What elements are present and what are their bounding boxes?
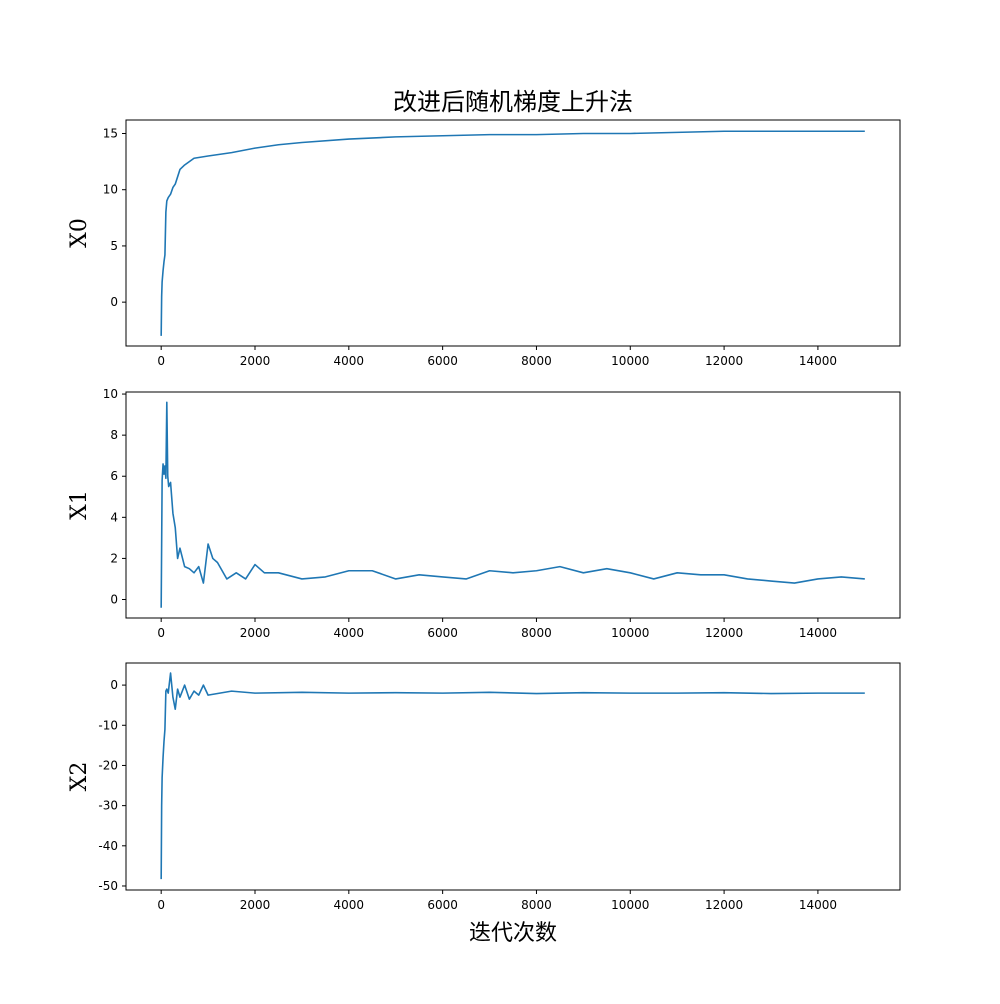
x-tick-label: 8000 — [521, 626, 552, 640]
data-line — [160, 401, 865, 608]
y-tick-label: -50 — [98, 879, 118, 893]
axes-frame — [125, 662, 901, 891]
x-tick-label: 8000 — [521, 898, 552, 912]
y-tick-label: 10 — [103, 387, 118, 401]
x-tick-label: 14000 — [799, 354, 837, 368]
x-tick-label: 14000 — [799, 898, 837, 912]
y-tick-label: -40 — [98, 839, 118, 853]
x-tick-label: 14000 — [799, 626, 837, 640]
x-tick-label: 10000 — [611, 354, 649, 368]
y-axis-label: X1 — [67, 490, 92, 520]
x-tick-label: 4000 — [334, 626, 365, 640]
y-tick-label: -30 — [98, 799, 118, 813]
x-tick-label: 0 — [157, 898, 165, 912]
y-tick-label: 4 — [110, 510, 118, 524]
axes-frame — [125, 119, 901, 347]
data-line — [160, 672, 865, 880]
y-tick-label: 10 — [103, 183, 118, 197]
x-tick-label: 0 — [157, 354, 165, 368]
x-tick-label: 2000 — [240, 354, 271, 368]
y-tick-label: 0 — [110, 295, 118, 309]
x-axis-label: 迭代次数 — [469, 921, 557, 946]
data-line — [160, 130, 865, 336]
x-tick-label: 4000 — [334, 354, 365, 368]
x-tick-label: 12000 — [705, 626, 743, 640]
y-tick-label: 15 — [103, 126, 118, 140]
y-axis-label: X2 — [67, 762, 92, 792]
x-tick-label: 8000 — [521, 354, 552, 368]
y-tick-label: 2 — [110, 551, 118, 565]
y-tick-label: -10 — [98, 718, 118, 732]
x-tick-label: 2000 — [240, 898, 271, 912]
x-tick-label: 6000 — [427, 626, 458, 640]
y-axis-label: X0 — [67, 218, 92, 248]
y-tick-label: 0 — [110, 678, 118, 692]
x-tick-label: 6000 — [427, 354, 458, 368]
y-tick-label: 0 — [110, 593, 118, 607]
y-tick-label: 5 — [110, 239, 118, 253]
x-tick-label: 12000 — [705, 898, 743, 912]
chart-title: 改进后随机梯度上升法 — [393, 88, 633, 116]
axes-frame — [125, 391, 901, 619]
y-tick-label: 8 — [110, 428, 118, 442]
x-tick-label: 12000 — [705, 354, 743, 368]
y-tick-label: 6 — [110, 469, 118, 483]
x-tick-label: 0 — [157, 626, 165, 640]
x-tick-label: 2000 — [240, 626, 271, 640]
y-tick-label: -20 — [98, 758, 118, 772]
x-tick-label: 10000 — [611, 626, 649, 640]
x-tick-label: 4000 — [334, 898, 365, 912]
x-tick-label: 10000 — [611, 898, 649, 912]
x-tick-label: 6000 — [427, 898, 458, 912]
